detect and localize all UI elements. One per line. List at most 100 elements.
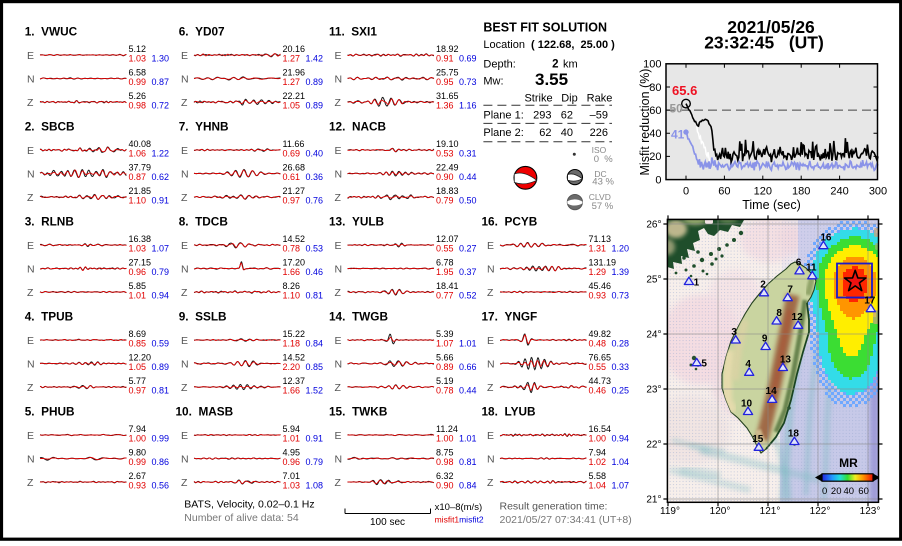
svg-text:Misfit reduction (%): Misfit reduction (%)	[638, 69, 652, 176]
svg-text:1.01: 1.01	[459, 339, 477, 349]
svg-text:180: 180	[792, 186, 810, 198]
svg-text:0.99: 0.99	[129, 77, 147, 87]
svg-text:12: 12	[792, 312, 804, 323]
svg-text:1.01: 1.01	[129, 291, 147, 301]
svg-text:0.87: 0.87	[152, 77, 170, 87]
svg-text:8.26: 8.26	[283, 281, 301, 291]
svg-text:1.07: 1.07	[152, 244, 170, 254]
svg-text:1.18: 1.18	[283, 339, 301, 349]
svg-text:Dip: Dip	[561, 93, 578, 105]
svg-text:21.27: 21.27	[283, 186, 306, 196]
svg-text:0.69: 0.69	[283, 149, 301, 159]
svg-text:0.31: 0.31	[459, 149, 477, 159]
svg-text:0.28: 0.28	[612, 339, 630, 349]
svg-text:27.15: 27.15	[129, 258, 152, 268]
svg-text:0.33: 0.33	[612, 362, 630, 372]
svg-text:Plane 2:: Plane 2:	[483, 127, 523, 139]
svg-text:Location: Location	[483, 39, 525, 51]
svg-text:N: N	[181, 358, 189, 370]
svg-text:100 sec: 100 sec	[370, 517, 405, 528]
svg-text:19.10: 19.10	[436, 139, 459, 149]
svg-text:240: 240	[830, 186, 848, 198]
svg-text:71.13: 71.13	[589, 234, 612, 244]
svg-text:13: 13	[780, 354, 792, 365]
svg-text:0.53: 0.53	[436, 149, 454, 159]
svg-text:5.85: 5.85	[129, 281, 147, 291]
svg-text:4.95: 4.95	[283, 448, 301, 458]
svg-text:40.08: 40.08	[129, 139, 152, 149]
svg-text:1.52: 1.52	[306, 386, 324, 396]
svg-text:1: 1	[694, 277, 700, 288]
svg-text:N: N	[335, 453, 343, 465]
svg-text:2021/05/26: 2021/05/26	[727, 17, 815, 37]
svg-text:1.01: 1.01	[283, 434, 301, 444]
svg-text:76.65: 76.65	[589, 353, 612, 363]
svg-text:6.78: 6.78	[436, 258, 454, 268]
svg-text:N: N	[181, 263, 189, 275]
svg-text:40: 40	[561, 127, 573, 139]
svg-text:6. YD07: 6. YD07	[179, 25, 225, 39]
svg-text:22.49: 22.49	[436, 163, 459, 173]
svg-text:7.01: 7.01	[283, 471, 301, 481]
svg-text:14.52: 14.52	[283, 353, 306, 363]
svg-text:E: E	[181, 145, 188, 157]
svg-text:0.61: 0.61	[283, 172, 301, 182]
svg-text:20: 20	[649, 151, 661, 163]
svg-text:5.77: 5.77	[129, 376, 147, 386]
svg-text:N: N	[487, 358, 495, 370]
svg-text:8.69: 8.69	[129, 329, 147, 339]
svg-text:120°: 120°	[710, 506, 731, 517]
svg-text:62: 62	[561, 109, 573, 121]
svg-text:121°: 121°	[760, 506, 781, 517]
svg-text:18.41: 18.41	[436, 281, 459, 291]
svg-text:0.78: 0.78	[283, 244, 301, 254]
svg-text:0.99: 0.99	[129, 457, 147, 467]
svg-text:1.10: 1.10	[129, 196, 147, 206]
svg-text:BATS, Velocity, 0.02–0.1 Hz: BATS, Velocity, 0.02–0.1 Hz	[184, 499, 314, 511]
svg-text:0.98: 0.98	[129, 101, 147, 111]
svg-text:Z: Z	[335, 287, 342, 299]
svg-text:2. SBCB: 2. SBCB	[25, 120, 75, 134]
svg-text:N: N	[27, 168, 35, 180]
svg-text:E: E	[335, 335, 342, 347]
svg-text:1.03: 1.03	[129, 54, 147, 64]
svg-text:1.31: 1.31	[589, 244, 607, 254]
svg-text:E: E	[487, 335, 494, 347]
svg-text:21.85: 21.85	[129, 186, 152, 196]
svg-text:1.42: 1.42	[306, 54, 324, 64]
svg-text:E: E	[27, 145, 34, 157]
svg-text:0.81: 0.81	[152, 386, 170, 396]
svg-text:1.02: 1.02	[589, 457, 607, 467]
svg-text:18: 18	[788, 428, 800, 439]
svg-text:E: E	[181, 335, 188, 347]
svg-text:1.04: 1.04	[589, 481, 607, 491]
svg-text:0.93: 0.93	[589, 291, 607, 301]
svg-text:7. YHNB: 7. YHNB	[179, 120, 229, 134]
svg-text:Z: Z	[335, 477, 342, 489]
svg-text:6.32: 6.32	[436, 471, 454, 481]
svg-text:12.07: 12.07	[436, 234, 459, 244]
svg-text:E: E	[487, 430, 494, 442]
svg-text:0: 0	[655, 174, 661, 186]
svg-text:0.73: 0.73	[459, 77, 477, 87]
svg-text:0.55: 0.55	[436, 244, 454, 254]
svg-text:226: 226	[590, 127, 608, 139]
svg-text:–59: –59	[590, 109, 608, 121]
svg-text:1.66: 1.66	[283, 267, 301, 277]
svg-text:0.79: 0.79	[306, 457, 324, 467]
svg-text:11: 11	[806, 263, 817, 274]
svg-text:E: E	[27, 430, 34, 442]
svg-text:0.72: 0.72	[152, 101, 170, 111]
svg-text:5.26: 5.26	[129, 91, 147, 101]
svg-text:0.94: 0.94	[612, 434, 630, 444]
svg-text:0.93: 0.93	[129, 481, 147, 491]
svg-text:N: N	[27, 73, 35, 85]
svg-text:BEST FIT SOLUTION: BEST FIT SOLUTION	[483, 21, 607, 35]
svg-text:18.92: 18.92	[436, 44, 459, 54]
svg-text:17.20: 17.20	[283, 258, 306, 268]
svg-text:Rake: Rake	[587, 93, 613, 105]
svg-text:0.81: 0.81	[459, 457, 477, 467]
svg-text:1.29: 1.29	[589, 267, 607, 277]
svg-text:0.76: 0.76	[306, 196, 324, 206]
svg-text:9. SSLB: 9. SSLB	[179, 310, 227, 324]
